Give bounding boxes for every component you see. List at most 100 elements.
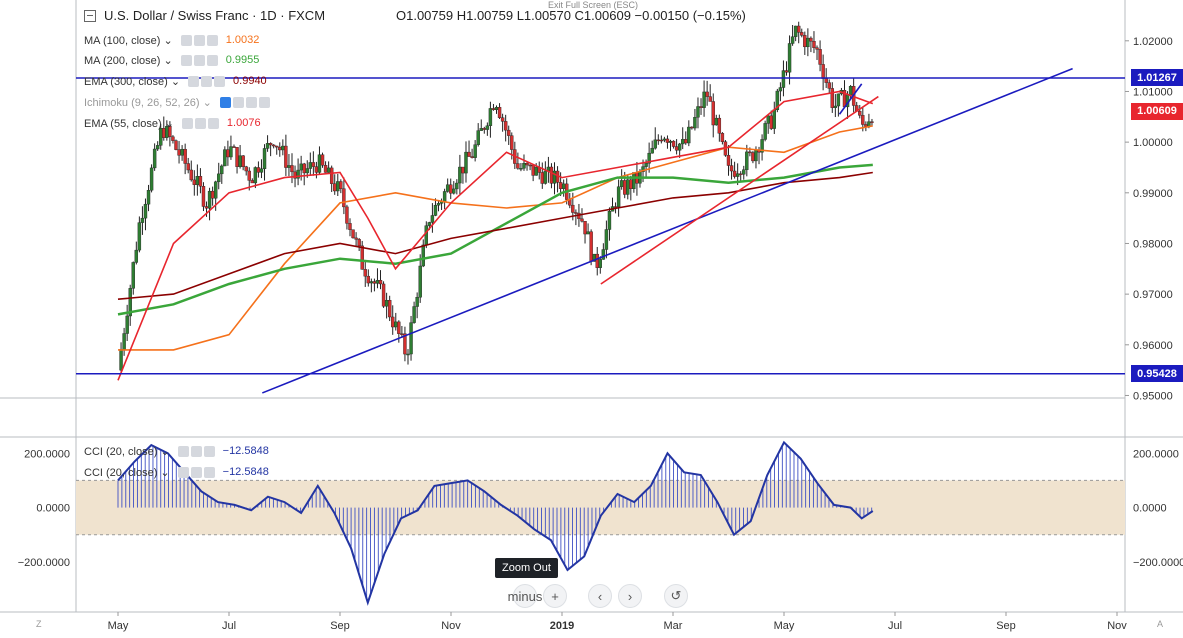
cci-legend-row[interactable]: CCI (20, close) ⌄ −12.5848	[84, 443, 269, 459]
cci-axis-label-left: 200.0000	[24, 448, 70, 460]
cci-legend-value: −12.5848	[222, 445, 269, 457]
candle-body	[760, 139, 764, 153]
candle-body	[128, 288, 132, 317]
eye-icon[interactable]	[180, 54, 192, 66]
zoom-out-tooltip: Zoom Out	[495, 558, 558, 578]
close-icon[interactable]	[207, 117, 219, 129]
candle-body	[607, 211, 612, 230]
scroll-left-button[interactable]: ‹	[588, 584, 612, 608]
indicator-legend-row[interactable]: MA (200, close) ⌄ 0.9955	[84, 52, 259, 68]
candle-body	[836, 93, 841, 107]
time-axis-label: Sep	[996, 620, 1016, 632]
candle-body	[275, 145, 279, 148]
indicator-value: 1.0076	[226, 117, 261, 129]
candle-body	[543, 170, 548, 184]
candle-body	[525, 163, 529, 166]
candle-body	[790, 36, 795, 44]
reset-chart-button[interactable]: ↺	[664, 584, 688, 608]
candle-body	[778, 87, 783, 92]
close-icon[interactable]	[206, 34, 218, 46]
close-icon[interactable]	[206, 54, 218, 66]
link-icon[interactable]	[219, 96, 231, 108]
zoom-in-button[interactable]: +	[543, 584, 567, 608]
candle-body	[271, 144, 276, 147]
exit-fullscreen-hint[interactable]: Exit Full Screen (ESC)	[548, 0, 639, 10]
candle-body	[278, 146, 282, 151]
eye-icon[interactable]	[177, 445, 189, 457]
candle-body	[858, 111, 862, 116]
candle-body	[403, 333, 407, 355]
candle-body	[479, 128, 483, 131]
close-icon[interactable]	[214, 75, 226, 87]
candle-body	[699, 106, 703, 108]
settings-icon[interactable]	[190, 445, 202, 457]
candle-body	[684, 139, 688, 144]
settings-icon[interactable]	[193, 34, 205, 46]
candle-body	[574, 212, 578, 214]
candle-body	[168, 126, 172, 138]
scroll-right-button[interactable]: ›	[618, 584, 642, 608]
cci-legend-label[interactable]: CCI (20, close) ⌄	[84, 445, 170, 458]
eye-icon[interactable]	[232, 96, 244, 108]
eye-icon[interactable]	[177, 466, 189, 478]
indicator-value: 0.9955	[225, 54, 260, 66]
candle-body	[674, 146, 679, 151]
indicator-label[interactable]: Ichimoku (9, 26, 52, 26) ⌄	[84, 96, 212, 109]
candle-body	[720, 133, 725, 142]
indicator-label[interactable]: MA (100, close) ⌄	[84, 34, 173, 47]
candle-body	[797, 25, 801, 33]
settings-icon[interactable]	[193, 54, 205, 66]
settings-icon[interactable]	[245, 96, 257, 108]
timezone-corner-button[interactable]: Z	[36, 619, 42, 629]
cci-axis-label-left: 0.0000	[36, 503, 70, 515]
indicator-legend-row[interactable]: Ichimoku (9, 26, 52, 26) ⌄	[84, 94, 270, 110]
indicator-legend-row[interactable]: MA (100, close) ⌄ 1.0032	[84, 32, 259, 48]
candle-body	[333, 183, 337, 192]
indicator-controls	[219, 96, 270, 108]
candle-body	[186, 163, 190, 171]
indicator-label[interactable]: EMA (55, close) ⌄	[84, 117, 174, 130]
candle-body	[519, 168, 523, 170]
candle-body	[732, 170, 737, 177]
close-icon[interactable]	[203, 466, 215, 478]
candle-body	[268, 143, 273, 146]
candle-body	[302, 163, 306, 174]
candle-body	[619, 180, 624, 187]
cci-overbought-oversold-band	[76, 480, 1125, 535]
settings-icon[interactable]	[194, 117, 206, 129]
candle-body	[534, 166, 538, 176]
moving-average-line	[117, 163, 873, 316]
cci-legend-row[interactable]: CCI (20, close) ⌄ −12.5848	[84, 464, 269, 480]
indicator-controls	[181, 117, 219, 129]
indicator-label[interactable]: EMA (300, close) ⌄	[84, 75, 181, 88]
indicator-label[interactable]: MA (200, close) ⌄	[84, 54, 173, 67]
candle-body	[812, 41, 816, 48]
candle-body	[427, 222, 432, 226]
cci-legend-label[interactable]: CCI (20, close) ⌄	[84, 466, 170, 479]
candle-body	[210, 190, 215, 199]
eye-icon[interactable]	[180, 34, 192, 46]
settings-icon[interactable]	[201, 75, 213, 87]
auto-scale-corner-button[interactable]: A	[1157, 619, 1164, 629]
candle-body	[125, 315, 129, 334]
candle-body	[848, 86, 853, 96]
price-tag: 0.95428	[1131, 365, 1183, 383]
candle-body	[412, 306, 416, 323]
candle-body	[354, 237, 358, 240]
zoom-out-button[interactable]: minus	[508, 584, 542, 608]
candle-body	[507, 129, 511, 136]
settings-icon[interactable]	[190, 466, 202, 478]
trendline	[262, 67, 1073, 394]
close-icon[interactable]	[258, 96, 270, 108]
eye-icon[interactable]	[188, 75, 200, 87]
candle-body	[601, 249, 606, 260]
symbol-title[interactable]: U.S. Dollar / Swiss Franc · 1D · FXCM	[84, 8, 325, 23]
close-icon[interactable]	[203, 445, 215, 457]
candle-body	[690, 126, 694, 129]
candle-body	[717, 117, 722, 134]
indicator-legend-row[interactable]: EMA (300, close) ⌄ 0.9940	[84, 73, 267, 89]
minus-box-icon[interactable]	[84, 9, 96, 22]
indicator-legend-row[interactable]: EMA (55, close) ⌄ 1.0076	[84, 115, 261, 131]
eye-icon[interactable]	[181, 117, 193, 129]
